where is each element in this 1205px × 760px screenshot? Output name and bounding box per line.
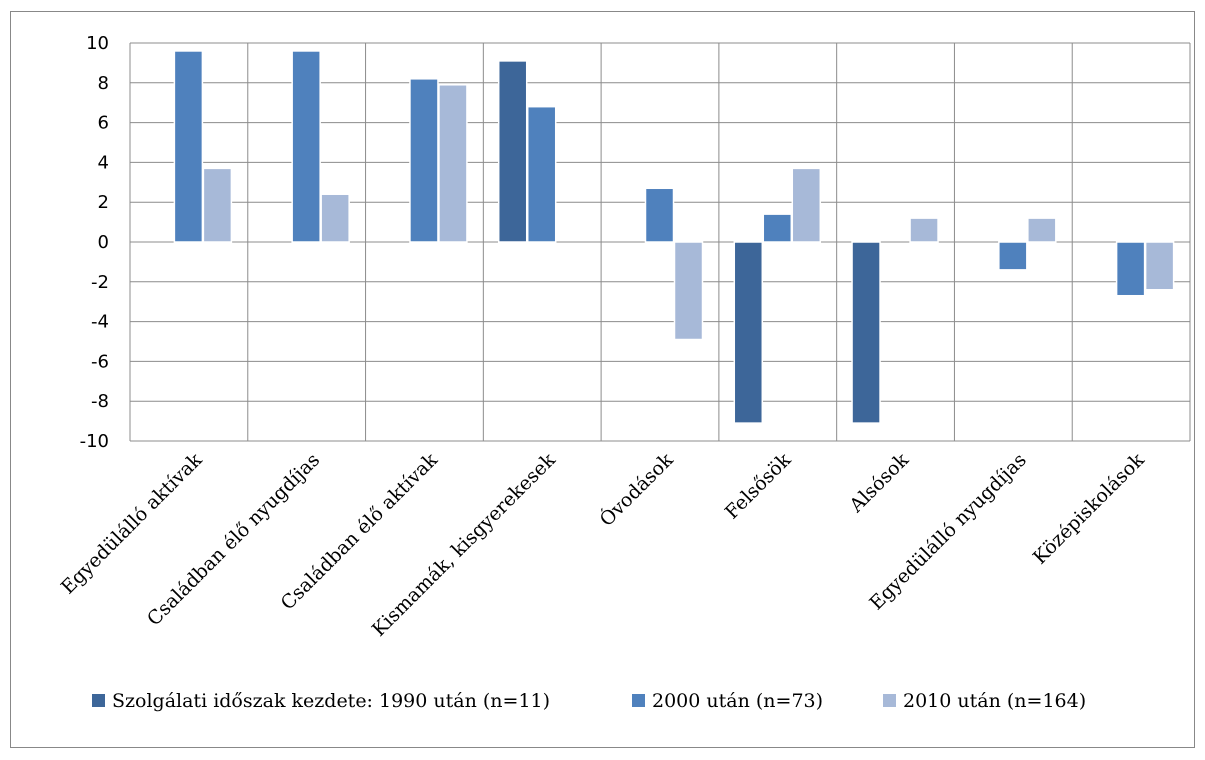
bar-series-3-6 [909, 217, 939, 243]
y-tick-label: 4 [98, 152, 109, 173]
bar-chart: 10 8 6 4 2 0 -2 -4 -6 -8 -10 Egyedülálló aktívakCs… [57, 33, 1191, 712]
bar-series-3-0 [202, 167, 233, 243]
y-tick-label: -2 [91, 272, 109, 293]
bar-series-2-3 [526, 105, 557, 243]
bar-series-2-8 [1115, 241, 1146, 297]
y-tick-label: -6 [91, 351, 109, 372]
bar-series-2-1 [291, 50, 321, 243]
y-tick-label: 8 [98, 73, 109, 94]
y-tick-label: -4 [91, 312, 109, 333]
bar-series-1-6 [851, 241, 881, 424]
legend-label: Szolgálati időszak kezdete: 1990 után (n… [112, 690, 550, 712]
legend-swatch [883, 694, 896, 707]
category-label: Középiskolások [1029, 449, 1149, 569]
bar-series-2-4 [644, 187, 675, 243]
y-tick-label: 10 [86, 33, 109, 54]
bars [173, 50, 1175, 424]
y-tick-label: 0 [98, 232, 109, 253]
y-axis: 10 8 6 4 2 0 -2 -4 -6 -8 -10 [80, 33, 109, 452]
bar-series-1-5 [733, 241, 764, 424]
category-label: Óvodások [595, 448, 678, 531]
y-tick-label: -8 [91, 391, 109, 412]
legend-item: 2010 után (n=164) [883, 690, 1086, 712]
legend-swatch [92, 694, 105, 707]
bar-series-3-2 [438, 84, 468, 243]
bar-series-3-5 [791, 167, 822, 243]
bar-series-2-2 [409, 78, 439, 243]
bar-series-2-0 [173, 50, 204, 243]
legend-swatch [632, 694, 645, 707]
legend-item: Szolgálati időszak kezdete: 1990 után (n… [92, 690, 550, 712]
bar-series-2-7 [998, 241, 1028, 271]
bar-series-3-4 [673, 241, 704, 341]
bar-series-2-5 [762, 213, 793, 243]
category-label: Felsősök [721, 449, 796, 524]
legend-item: 2000 után (n=73) [632, 690, 823, 712]
bar-series-3-1 [320, 193, 350, 243]
legend: Szolgálati időszak kezdete: 1990 után (n… [92, 690, 1086, 712]
category-label: Alsósok [845, 449, 914, 518]
bar-series-3-8 [1144, 241, 1175, 291]
chart-frame: 10 8 6 4 2 0 -2 -4 -6 -8 -10 Egyedülálló aktívak Cs… [10, 11, 1195, 748]
y-tick-label: 6 [98, 113, 109, 134]
bar-series-3-7 [1027, 217, 1057, 243]
y-tick-label: -10 [80, 431, 109, 452]
bar-series-1-3 [497, 60, 528, 243]
legend-label: 2000 után (n=73) [652, 690, 823, 712]
y-tick-label: 2 [98, 192, 109, 213]
legend-label: 2010 után (n=164) [903, 690, 1086, 712]
